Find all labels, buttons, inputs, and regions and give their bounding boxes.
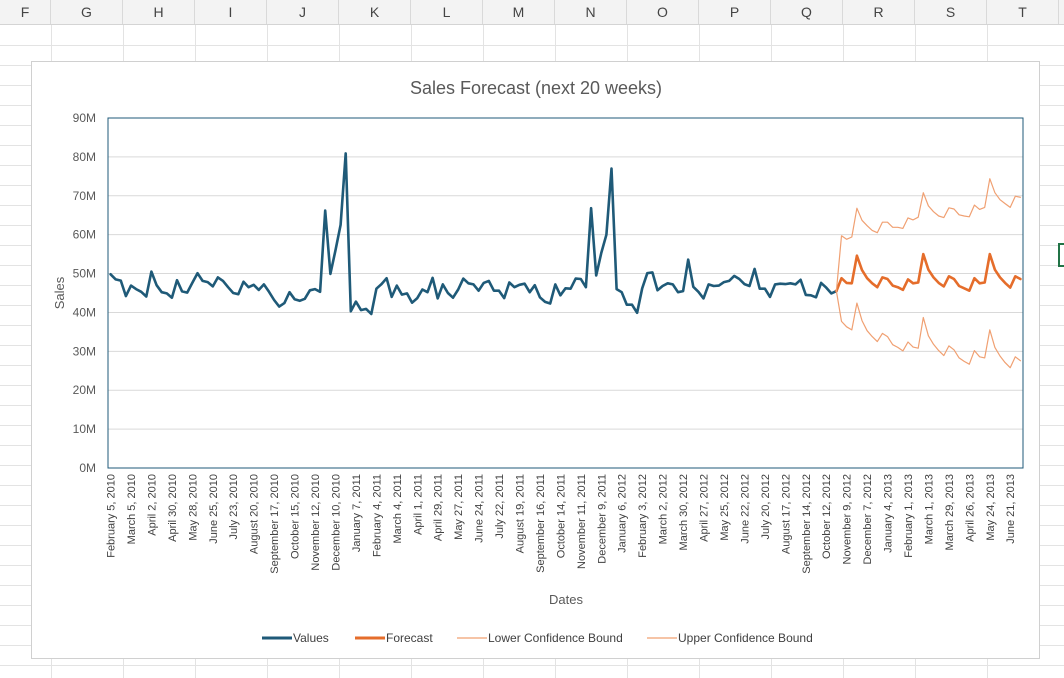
- x-tick-label: March 1, 2013: [923, 474, 935, 544]
- x-tick-label: February 5, 2010: [106, 474, 118, 558]
- y-tick-label: 80M: [73, 150, 96, 164]
- gridlines: [108, 117, 1023, 469]
- legend-label: Lower Confidence Bound: [488, 631, 623, 645]
- x-tick-label: April 1, 2011: [412, 474, 424, 535]
- x-tick-label: June 24, 2011: [474, 474, 486, 543]
- column-header-P[interactable]: P: [699, 0, 771, 24]
- row-gridline: [0, 665, 1064, 666]
- x-tick-label: July 22, 2011: [494, 474, 506, 539]
- column-header-O[interactable]: O: [627, 0, 699, 24]
- y-tick-label: 40M: [73, 305, 96, 319]
- y-axis-tick-labels: 0M 10M 20M 30M 40M 50M 60M 70M 80M 90M: [73, 111, 96, 475]
- column-header-I[interactable]: I: [195, 0, 267, 24]
- y-tick-label: 30M: [73, 344, 96, 358]
- column-header-K[interactable]: K: [339, 0, 411, 24]
- column-header-R[interactable]: R: [843, 0, 915, 24]
- x-tick-label: September 16, 2011: [535, 474, 547, 573]
- x-tick-label: March 5, 2010: [126, 474, 138, 544]
- y-tick-label: 0M: [79, 461, 96, 475]
- x-tick-label: December 7, 2012: [862, 474, 874, 565]
- chart-area[interactable]: Sales Forecast (next 20 weeks) 0M 10M 20M 3…: [31, 61, 1040, 659]
- column-header-T[interactable]: T: [987, 0, 1059, 24]
- x-tick-label: April 29, 2011: [433, 474, 445, 541]
- x-tick-label: March 29, 2013: [944, 474, 956, 550]
- x-tick-label: April 26, 2013: [964, 474, 976, 542]
- x-tick-label: August 19, 2011: [515, 474, 527, 553]
- y-tick-label: 50M: [73, 267, 96, 281]
- legend-label: Forecast: [386, 631, 433, 645]
- column-header-Q[interactable]: Q: [771, 0, 843, 24]
- legend-label: Values: [293, 631, 329, 645]
- x-tick-label: December 10, 2010: [331, 474, 343, 571]
- x-tick-label: March 2, 2012: [658, 474, 670, 544]
- x-tick-label: October 12, 2012: [821, 474, 833, 559]
- x-tick-label: May 24, 2013: [985, 474, 997, 541]
- x-tick-label: April 30, 2010: [167, 474, 179, 542]
- x-tick-label: May 28, 2010: [187, 474, 199, 541]
- column-header-M[interactable]: M: [483, 0, 555, 24]
- column-header-G[interactable]: G: [51, 0, 123, 24]
- legend: Values Forecast Lower Confidence Bound Uppe…: [262, 631, 813, 645]
- series-line-upper-confidence-bound: [835, 178, 1022, 292]
- active-cell-edge[interactable]: [1058, 243, 1064, 267]
- column-header-F[interactable]: F: [0, 0, 51, 24]
- x-tick-label: June 21, 2013: [1005, 474, 1017, 544]
- x-tick-label: August 20, 2010: [249, 474, 261, 554]
- x-tick-label: October 15, 2010: [290, 474, 302, 559]
- plot-area-border: [107, 117, 1024, 469]
- chart-svg: Sales Forecast (next 20 weeks) 0M 10M 20M 3…: [52, 78, 1024, 645]
- x-tick-label: May 27, 2011: [453, 474, 465, 540]
- x-tick-label: February 1, 2013: [903, 474, 915, 558]
- row-gridline: [0, 45, 1064, 46]
- x-tick-label: January 6, 2012: [617, 474, 629, 553]
- column-header-N[interactable]: N: [555, 0, 627, 24]
- series-line-values: [109, 152, 838, 316]
- x-tick-label: November 11, 2011: [576, 474, 588, 569]
- series-line-lower-confidence-bound: [835, 290, 1022, 369]
- x-tick-label: March 30, 2012: [678, 474, 690, 550]
- x-tick-label: November 12, 2010: [310, 474, 322, 571]
- x-tick-label: June 22, 2012: [739, 474, 751, 544]
- legend-label: Upper Confidence Bound: [678, 631, 813, 645]
- x-tick-label: August 17, 2012: [780, 474, 792, 554]
- series-lines: [109, 152, 1022, 369]
- x-tick-label: December 9, 2011: [596, 474, 608, 564]
- y-tick-label: 90M: [73, 111, 96, 125]
- x-tick-label: November 9, 2012: [842, 474, 854, 565]
- chart-title: Sales Forecast (next 20 weeks): [410, 78, 662, 98]
- x-tick-label: April 2, 2010: [146, 474, 158, 536]
- x-axis-label: Dates: [549, 592, 583, 607]
- x-axis-tick-labels: February 5, 2010 March 5, 2010 April 2, 20…: [106, 474, 1018, 574]
- column-header-L[interactable]: L: [411, 0, 483, 24]
- y-tick-label: 70M: [73, 189, 96, 203]
- x-tick-label: February 3, 2012: [637, 474, 649, 558]
- x-tick-label: March 4, 2011: [392, 474, 404, 544]
- x-tick-label: July 20, 2012: [760, 474, 772, 539]
- x-tick-label: April 27, 2012: [699, 474, 711, 542]
- column-header-S[interactable]: S: [915, 0, 987, 24]
- x-tick-label: February 4, 2011: [371, 474, 383, 557]
- series-line-forecast: [835, 252, 1022, 293]
- y-tick-label: 20M: [73, 383, 96, 397]
- y-tick-label: 60M: [73, 228, 96, 242]
- x-tick-label: June 25, 2010: [208, 474, 220, 544]
- y-axis-label: Sales: [52, 276, 67, 309]
- column-header-H[interactable]: H: [123, 0, 195, 24]
- x-tick-label: September 14, 2012: [801, 474, 813, 574]
- y-tick-label: 10M: [73, 422, 96, 436]
- x-tick-label: July 23, 2010: [228, 474, 240, 539]
- column-header-J[interactable]: J: [267, 0, 339, 24]
- x-tick-label: September 17, 2010: [269, 474, 281, 574]
- x-tick-label: January 7, 2011: [351, 474, 363, 552]
- x-tick-label: May 25, 2012: [719, 474, 731, 541]
- x-tick-label: October 14, 2011: [555, 474, 567, 558]
- x-tick-label: January 4, 2013: [883, 474, 895, 553]
